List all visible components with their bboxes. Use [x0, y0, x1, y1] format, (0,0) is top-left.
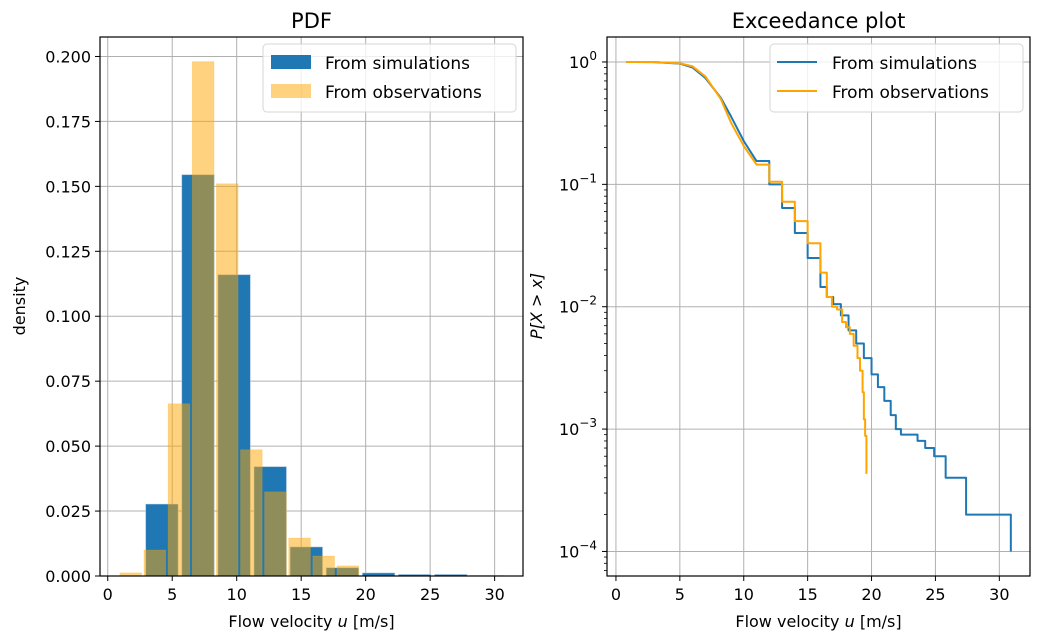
exceedance-legend-label-simulations: From simulations [832, 54, 977, 74]
exceedance-x-ticks: 0 5 10 15 20 25 30 [611, 576, 1010, 604]
exceedance-y-tick-label: 10−3 [559, 416, 597, 439]
pdf-legend-swatch-simulations [271, 55, 311, 69]
pdf-y-tick-label: 0.050 [45, 437, 91, 456]
exceedance-x-axis-label: Flow velocity u [m/s] [735, 612, 901, 631]
exceedance-panel: Exceedance plot 0 5 10 15 20 25 30 100 10−1 10−2… [527, 9, 1031, 631]
pdf-x-label-suffix: [m/s] [348, 612, 395, 631]
pdf-x-tick-label: 0 [103, 585, 113, 604]
pdf-bar-observations [215, 183, 239, 577]
pdf-x-axis-label: Flow velocity u [m/s] [228, 612, 394, 631]
exceedance-y-tick-label: 10−2 [559, 294, 597, 317]
exceedance-legend: From simulations From observations [769, 43, 1024, 113]
pdf-y-axis-label: density [10, 277, 29, 336]
pdf-y-tick-label: 0.150 [45, 177, 91, 196]
pdf-y-tick-label: 0.175 [45, 112, 91, 131]
pdf-x-tick-label: 30 [484, 585, 504, 604]
exceedance-x-tick-label: 5 [675, 585, 685, 604]
pdf-bar-observations [167, 403, 191, 577]
exceedance-x-tick-label: 20 [861, 585, 881, 604]
pdf-bar-observations [264, 491, 287, 577]
pdf-x-ticks: 0 5 10 15 20 25 30 [103, 576, 505, 604]
pdf-title: PDF [291, 9, 332, 33]
exceedance-line-observations [626, 60, 868, 474]
pdf-x-tick-label: 25 [420, 585, 440, 604]
pdf-x-tick-label: 5 [167, 585, 177, 604]
pdf-legend-label-simulations: From simulations [325, 54, 470, 74]
exceedance-x-label-suffix: [m/s] [855, 612, 902, 631]
pdf-bar-observations [336, 565, 360, 577]
pdf-bar-observations [240, 449, 263, 577]
exceedance-grid [607, 37, 1030, 576]
pdf-x-tick-label: 20 [355, 585, 375, 604]
pdf-bar-observations [288, 537, 311, 577]
pdf-y-tick-label: 0.125 [45, 242, 91, 261]
pdf-x-tick-label: 10 [227, 585, 247, 604]
exceedance-x-label-prefix: Flow velocity [735, 612, 844, 631]
pdf-y-tick-label: 0.100 [45, 307, 91, 326]
exceedance-x-tick-label: 25 [925, 585, 945, 604]
pdf-x-label-prefix: Flow velocity [228, 612, 337, 631]
exceedance-legend-box [769, 43, 1024, 113]
pdf-y-tick-label: 0.025 [45, 502, 91, 521]
pdf-legend-swatch-observations [271, 84, 311, 98]
pdf-legend-box [262, 43, 517, 113]
pdf-x-label-var: u [338, 612, 348, 631]
pdf-y-tick-label: 0.000 [45, 567, 91, 586]
pdf-legend-label-observations: From observations [325, 83, 482, 103]
exceedance-y-ticks: 100 10−1 10−2 10−3 10−4 [559, 49, 607, 571]
pdf-bars-observations [119, 61, 360, 577]
pdf-legend: From simulations From observations [262, 43, 517, 113]
pdf-bar-observations [312, 555, 335, 577]
pdf-y-tick-label: 0.200 [45, 47, 91, 66]
pdf-panel: PDF 0 5 10 15 20 25 30 0.000 0.025 0.050 0.075 0.1… [10, 9, 524, 631]
exceedance-line-simulations [626, 60, 1012, 552]
exceedance-x-tick-label: 0 [611, 585, 621, 604]
exceedance-y-axis-label: P[X > x] [527, 273, 546, 339]
pdf-axes-frame [99, 36, 524, 577]
exceedance-x-tick-label: 15 [797, 585, 817, 604]
pdf-x-tick-label: 15 [291, 585, 311, 604]
exceedance-y-tick-label: 100 [569, 49, 597, 72]
exceedance-x-tick-label: 10 [734, 585, 754, 604]
exceedance-legend-label-observations: From observations [832, 83, 989, 103]
exceedance-lines [626, 60, 1012, 552]
pdf-y-ticks: 0.000 0.025 0.050 0.075 0.100 0.125 0.150 0.175… [45, 47, 100, 586]
exceedance-y-tick-label: 10−4 [559, 538, 597, 561]
exceedance-x-tick-label: 30 [989, 585, 1009, 604]
exceedance-x-label-var: u [845, 612, 855, 631]
exceedance-title: Exceedance plot [732, 9, 906, 33]
pdf-bar-observations [191, 61, 215, 577]
exceedance-y-tick-label: 10−1 [559, 171, 597, 194]
pdf-y-tick-label: 0.075 [45, 372, 91, 391]
pdf-bar-observations [143, 549, 167, 577]
